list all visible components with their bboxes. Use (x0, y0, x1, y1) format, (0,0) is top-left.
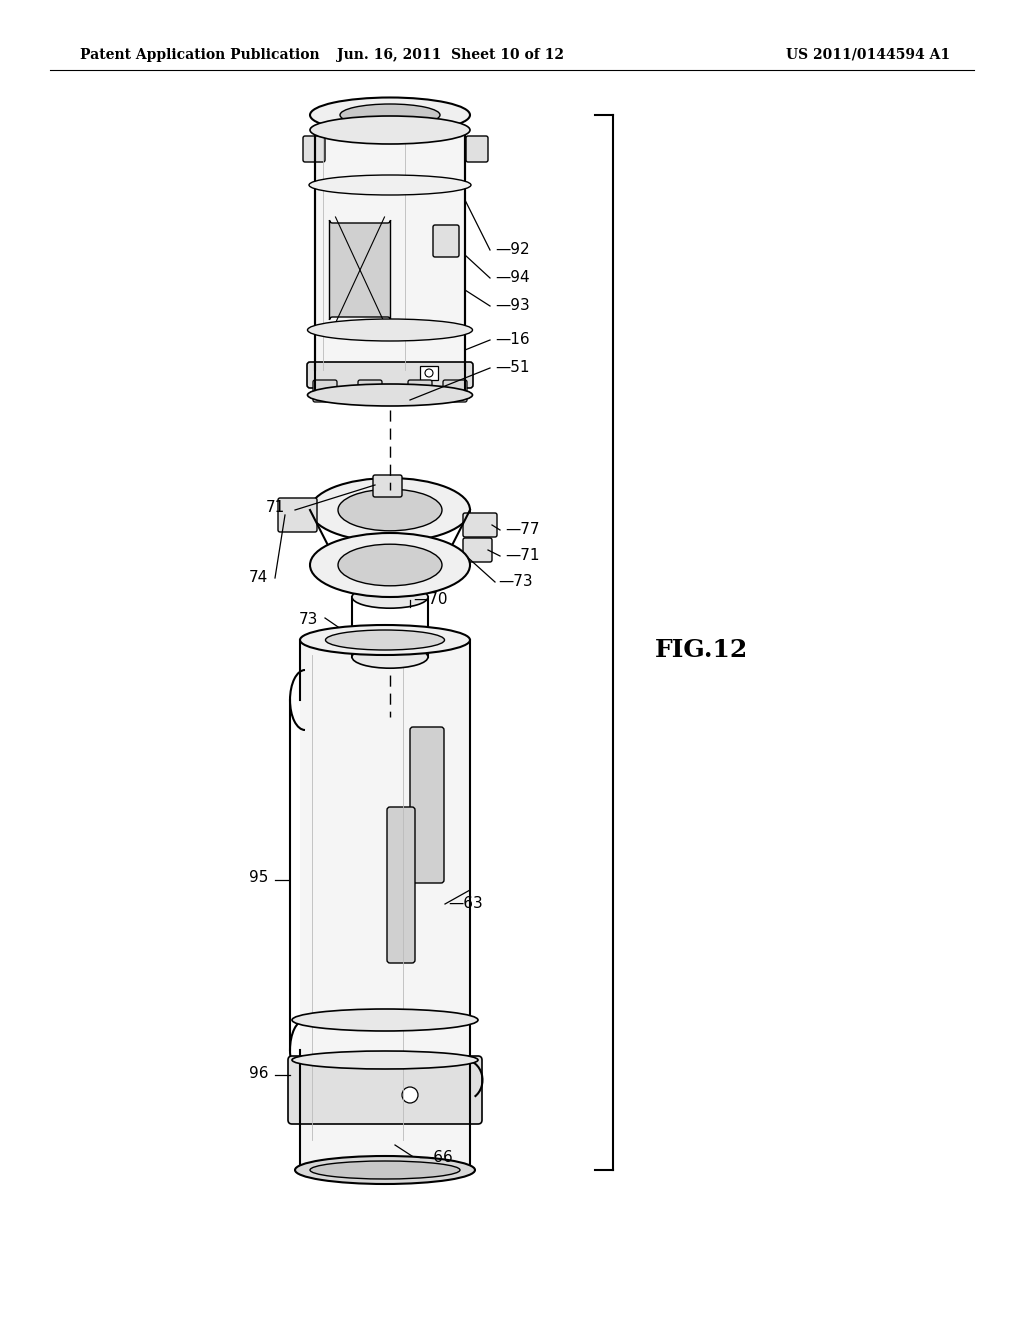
FancyBboxPatch shape (313, 380, 337, 403)
FancyBboxPatch shape (278, 498, 317, 532)
Ellipse shape (300, 624, 470, 655)
Text: —77: —77 (505, 523, 540, 537)
Text: US 2011/0144594 A1: US 2011/0144594 A1 (785, 48, 950, 62)
FancyBboxPatch shape (433, 224, 459, 257)
Ellipse shape (352, 586, 428, 609)
FancyBboxPatch shape (303, 136, 325, 162)
FancyBboxPatch shape (410, 727, 444, 883)
Ellipse shape (307, 384, 472, 407)
Text: Jun. 16, 2011  Sheet 10 of 12: Jun. 16, 2011 Sheet 10 of 12 (337, 48, 563, 62)
Text: FIG.12: FIG.12 (655, 638, 749, 663)
Text: 96: 96 (249, 1065, 268, 1081)
Ellipse shape (292, 1008, 478, 1031)
Ellipse shape (352, 645, 428, 668)
Ellipse shape (310, 116, 470, 144)
Text: —94: —94 (495, 271, 529, 285)
Ellipse shape (326, 630, 444, 649)
Ellipse shape (310, 533, 470, 597)
Circle shape (425, 370, 433, 378)
Ellipse shape (292, 1051, 478, 1069)
Text: Patent Application Publication: Patent Application Publication (80, 48, 319, 62)
Text: —73: —73 (498, 574, 532, 590)
FancyBboxPatch shape (358, 380, 382, 403)
FancyBboxPatch shape (463, 513, 497, 537)
Ellipse shape (310, 1162, 460, 1179)
FancyBboxPatch shape (307, 362, 473, 388)
Text: —63: —63 (449, 896, 482, 912)
FancyBboxPatch shape (463, 539, 492, 562)
FancyBboxPatch shape (288, 1056, 482, 1125)
Ellipse shape (307, 319, 472, 341)
FancyBboxPatch shape (387, 807, 415, 964)
Bar (420, 366, 438, 380)
Text: —66: —66 (418, 1151, 453, 1166)
Text: —71: —71 (505, 549, 540, 564)
Bar (315, 129, 465, 370)
FancyBboxPatch shape (443, 380, 467, 403)
Text: 71: 71 (266, 500, 285, 516)
Ellipse shape (295, 1156, 475, 1184)
Text: —51: —51 (495, 360, 529, 375)
Circle shape (402, 1086, 418, 1104)
Text: 95: 95 (249, 870, 268, 886)
Text: 73: 73 (299, 612, 318, 627)
Bar (300, 640, 470, 1170)
Text: —16: —16 (495, 333, 529, 347)
FancyBboxPatch shape (466, 136, 488, 162)
FancyBboxPatch shape (330, 220, 390, 319)
Text: —93: —93 (495, 298, 529, 314)
Text: —92: —92 (495, 243, 529, 257)
Ellipse shape (310, 98, 470, 132)
Text: 74: 74 (249, 570, 268, 586)
Ellipse shape (309, 176, 471, 195)
FancyBboxPatch shape (373, 475, 402, 498)
Ellipse shape (338, 490, 442, 531)
Ellipse shape (340, 104, 440, 125)
Text: —70: —70 (413, 593, 447, 607)
Ellipse shape (310, 478, 470, 543)
Ellipse shape (338, 544, 442, 586)
FancyBboxPatch shape (408, 380, 432, 403)
